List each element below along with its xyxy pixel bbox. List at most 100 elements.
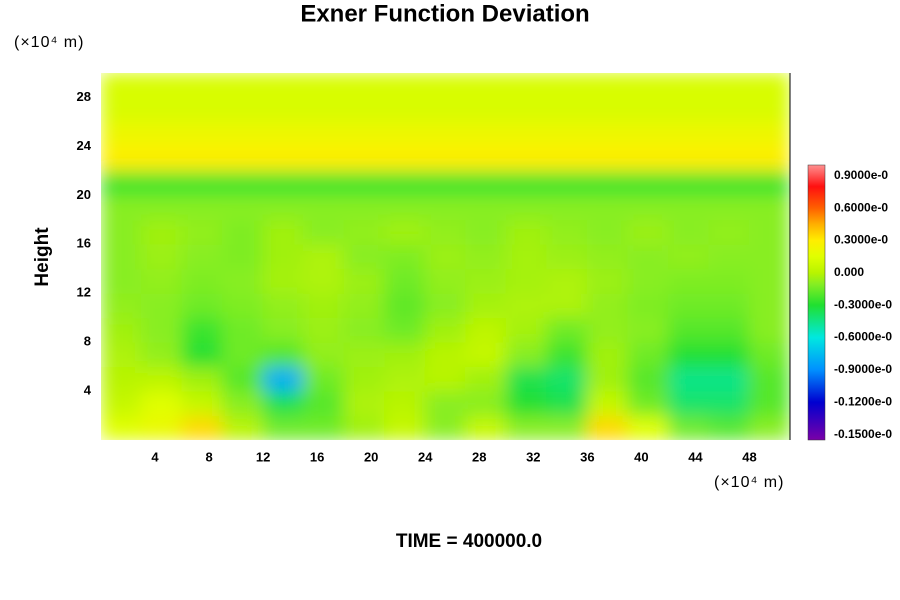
colorbar-tick-label: 0.6000e-0 [834,200,888,214]
field-cell [748,121,790,147]
field-cell [384,243,426,270]
field-cell [181,194,224,221]
field-cell [303,415,345,440]
field-cell [343,219,386,245]
field-cell [627,341,669,368]
field-cell [667,96,710,123]
field-cell [667,145,710,172]
field-cell [465,194,507,221]
field-cell [101,145,143,172]
field-cell [181,366,224,392]
field-cell [222,96,264,123]
field-cell [101,390,143,417]
field-cell [424,415,467,440]
field-cell [222,73,264,98]
field-cell [303,194,345,221]
field-cell [748,341,790,368]
field-cell [222,219,264,245]
x-tick-label: 40 [634,449,648,464]
field-cell [222,170,264,196]
y-unit: (×10⁴ m) [14,34,84,51]
field-cell [505,194,548,221]
field-cell [667,366,710,392]
field-cell [181,219,224,245]
field-cell [303,341,345,368]
field-cell [262,96,305,123]
field-cell [465,121,507,147]
colorbar-tick-label: -0.9000e-0 [834,362,892,376]
field-cell [343,415,386,440]
contour-field [101,73,790,440]
field-cell [141,194,183,221]
colorbar-tick-label: 0.000 [834,265,864,279]
field-cell [262,341,305,368]
field-cell [546,415,588,440]
chart-title: Exner Function Deviation [300,0,589,27]
field-cell [505,73,548,98]
field-cell [181,268,224,294]
field-cell [586,366,629,392]
field-cell [708,292,750,319]
field-cell [222,317,264,343]
field-cell [546,366,588,392]
field-cell [465,219,507,245]
field-cell [262,219,305,245]
field-cell [546,292,588,319]
field-cell [101,219,143,245]
field-cell [222,366,264,392]
field-cell [748,243,790,270]
field-cell [627,73,669,98]
field-cell [384,268,426,294]
field-cell [586,96,629,123]
field-cell [141,268,183,294]
field-cell [303,170,345,196]
field-cell [546,219,588,245]
field-cell [262,170,305,196]
field-cell [384,292,426,319]
field-cell [505,121,548,147]
field-cell [424,341,467,368]
field-cell [222,194,264,221]
field-cell [586,145,629,172]
field-cell [586,341,629,368]
field-cell [424,268,467,294]
field-cell [181,341,224,368]
field-cell [101,317,143,343]
field-cell [101,243,143,270]
field-cell [586,390,629,417]
field-cell [586,415,629,440]
field-cell [627,219,669,245]
field-cell [748,415,790,440]
field-cell [343,292,386,319]
field-cell [748,73,790,98]
field-cell [343,73,386,98]
field-cell [748,194,790,221]
x-tick-label: 28 [472,449,486,464]
field-cell [141,415,183,440]
field-cell [181,292,224,319]
colorbar-tick-label: -0.1500e-0 [834,427,892,441]
field-cell [384,73,426,98]
field-cell [748,96,790,123]
field-cell [141,73,183,98]
field-cell [303,268,345,294]
field-cell [101,96,143,123]
colorbar-tick-label: -0.6000e-0 [834,330,892,344]
field-cell [546,73,588,98]
field-cell [505,390,548,417]
field-cell [222,415,264,440]
y-tick-label: 16 [77,236,91,251]
field-cell [505,341,548,368]
y-tick-label: 12 [77,285,91,300]
field-cell [181,317,224,343]
field-cell [748,366,790,392]
field-cell [424,390,467,417]
field-cell [546,96,588,123]
field-cell [627,170,669,196]
field-cell [627,121,669,147]
field-cell [343,96,386,123]
colorbar-tick-label: -0.1200e-0 [834,394,892,408]
field-cell [181,121,224,147]
colorbar-tick-label: 0.3000e-0 [834,233,888,247]
